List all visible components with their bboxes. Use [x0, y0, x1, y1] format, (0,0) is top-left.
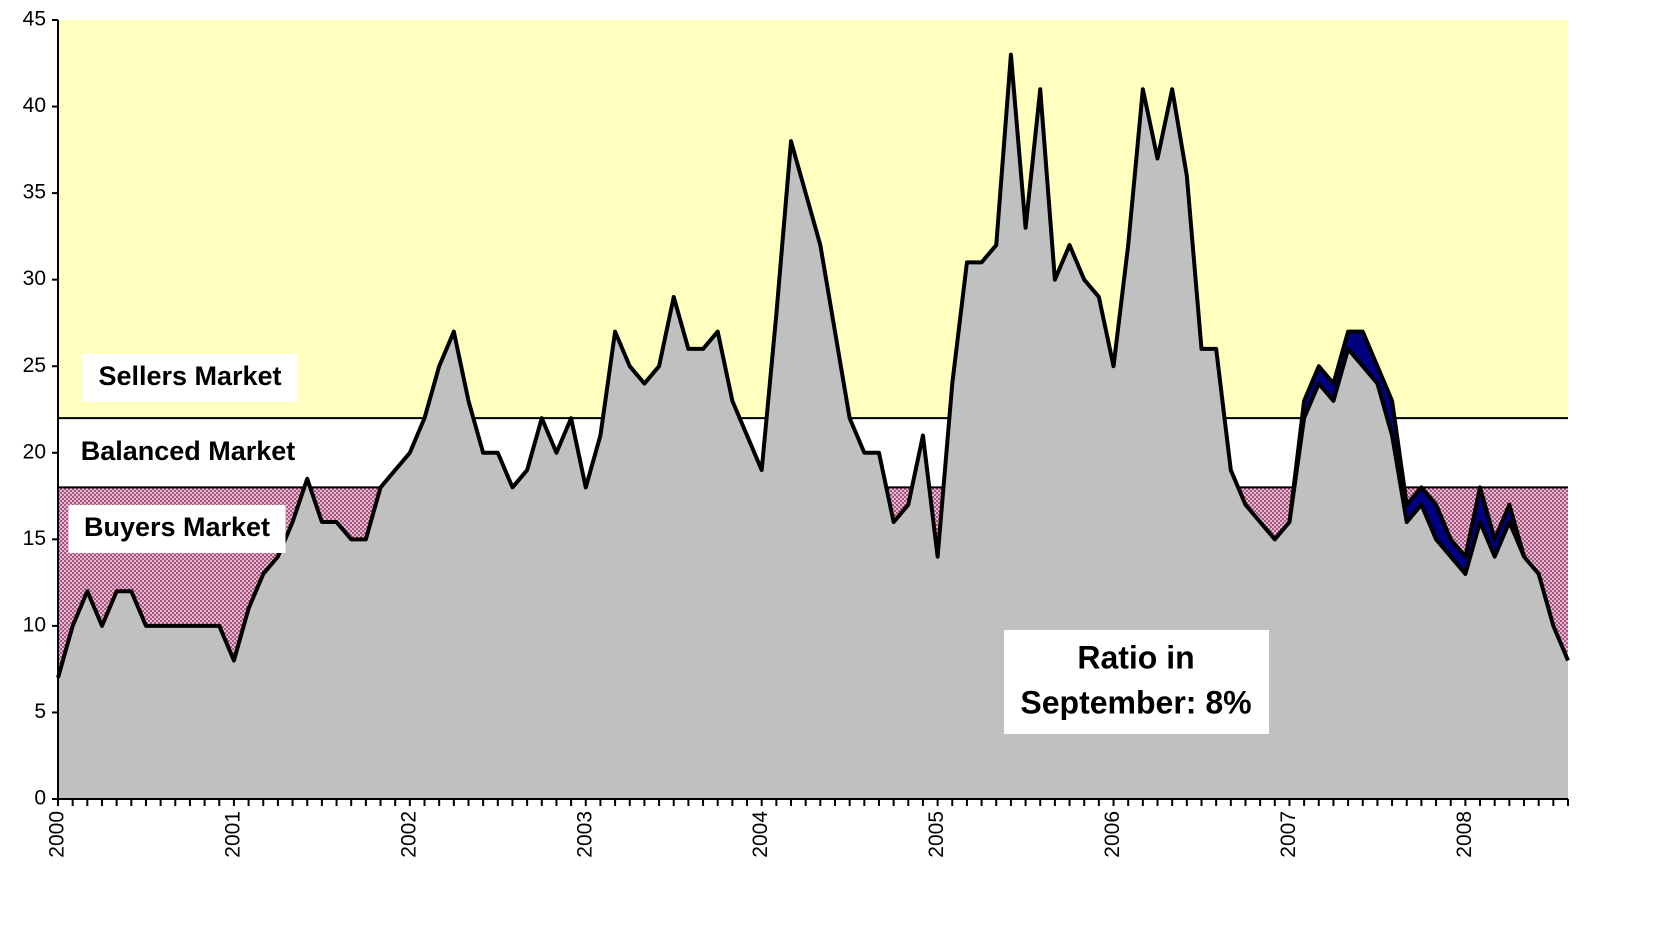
x-tick-label: 2007: [1277, 811, 1300, 858]
y-tick-label: 0: [34, 787, 46, 810]
x-tick-label: 2003: [573, 811, 596, 858]
area-line: [56, 52, 1570, 679]
label-box: [68, 505, 286, 553]
band-label: Buyers Market: [84, 512, 270, 542]
y-tick-label: 35: [23, 181, 46, 204]
x-tick-label: 2004: [749, 811, 772, 858]
y-tick-label: 10: [23, 613, 46, 636]
y-tick-label: 5: [34, 700, 46, 723]
y-tick-label: 20: [23, 440, 46, 463]
x-tick-label: 2008: [1453, 811, 1476, 858]
y-tick-label: 25: [23, 354, 46, 377]
x-tick-label: 2005: [925, 811, 948, 858]
band-label: Balanced Market: [81, 436, 296, 466]
x-tick-label: 2000: [46, 811, 69, 858]
x-tick-label: 2001: [221, 811, 244, 858]
annotation: Ratio in: [1077, 639, 1194, 675]
band-label: Sellers Market: [98, 361, 281, 391]
annotation-box: [1004, 630, 1269, 734]
annotation: September: 8%: [1020, 684, 1251, 720]
y-tick-label: 40: [23, 94, 46, 117]
y-tick-label: 30: [23, 267, 46, 290]
label-box: [82, 354, 298, 402]
x-tick-label: 2006: [1101, 811, 1124, 858]
area-line: [1287, 329, 1526, 559]
x-tick-label: 2002: [397, 811, 420, 858]
y-tick-label: 45: [23, 8, 46, 31]
y-tick-label: 15: [23, 527, 46, 550]
